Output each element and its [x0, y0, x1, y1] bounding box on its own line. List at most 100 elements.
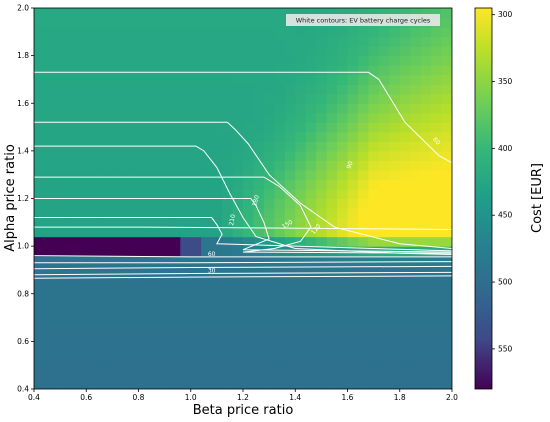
heatmap-cell — [54, 274, 66, 285]
heatmap-cell — [232, 379, 244, 389]
heatmap-cell — [389, 188, 401, 200]
heatmap-cell — [263, 236, 275, 247]
heatmap-cell — [274, 331, 286, 342]
heatmap-cell — [169, 236, 181, 247]
heatmap-cell — [54, 103, 66, 114]
heatmap-cell — [190, 236, 202, 247]
heatmap-cell — [420, 103, 432, 114]
heatmap-cell — [410, 236, 422, 247]
heatmap-cell — [326, 198, 338, 209]
heatmap-cell — [117, 17, 129, 28]
heatmap-cell — [169, 84, 181, 95]
heatmap-cell — [86, 265, 98, 276]
heatmap-cell — [128, 8, 140, 19]
heatmap-cell — [117, 150, 129, 161]
heatmap-cell — [44, 303, 56, 314]
heatmap-cell — [284, 341, 296, 352]
heatmap-cell — [138, 293, 150, 304]
heatmap-cell — [305, 198, 317, 209]
heatmap-cell — [159, 293, 171, 304]
heatmap-cell — [357, 122, 369, 133]
heatmap-cell — [399, 236, 411, 247]
heatmap-cell — [326, 103, 338, 114]
heatmap-cell — [44, 255, 56, 266]
heatmap-cell — [253, 188, 265, 200]
heatmap-cell — [305, 350, 317, 362]
heatmap-cell — [347, 84, 359, 95]
heatmap-cell — [96, 322, 108, 333]
heatmap-cell — [96, 341, 108, 352]
heatmap-cell — [54, 150, 66, 161]
heatmap-cell — [54, 255, 66, 266]
heatmap-cell — [201, 103, 213, 114]
heatmap-cell — [295, 341, 307, 352]
heatmap-cell — [180, 46, 192, 57]
heatmap-cell — [65, 303, 77, 314]
heatmap-cell — [222, 255, 234, 266]
heatmap-cell — [232, 131, 244, 142]
heatmap-cell — [337, 27, 349, 38]
heatmap-cell — [54, 188, 66, 200]
heatmap-cell — [65, 188, 77, 200]
heatmap-cell — [305, 27, 317, 38]
heatmap-cell — [159, 246, 171, 257]
heatmap-cell — [65, 65, 77, 76]
heatmap-cell — [107, 150, 119, 161]
heatmap-cell — [368, 84, 380, 95]
heatmap-cell — [337, 150, 349, 161]
heatmap-cell — [86, 36, 98, 47]
heatmap-cell — [378, 36, 390, 47]
heatmap-cell — [378, 360, 390, 371]
heatmap-cell — [284, 84, 296, 95]
heatmap-cell — [305, 293, 317, 304]
heatmap-cell — [263, 322, 275, 333]
heatmap-cell — [44, 112, 56, 123]
heatmap-cell — [378, 303, 390, 314]
heatmap-cell — [326, 179, 338, 190]
heatmap-cell — [107, 46, 119, 57]
heatmap-cell — [117, 103, 129, 114]
heatmap-cell — [107, 198, 119, 209]
heatmap-cell — [96, 65, 108, 76]
heatmap-cell — [75, 274, 87, 285]
heatmap-cell — [253, 274, 265, 285]
heatmap-cell — [107, 293, 119, 304]
heatmap-cell — [347, 169, 359, 181]
heatmap-cell — [138, 179, 150, 190]
heatmap-cell — [107, 65, 119, 76]
heatmap-cell — [96, 227, 108, 238]
heatmap-cell — [222, 274, 234, 285]
heatmap-cell — [305, 312, 317, 323]
heatmap-cell — [65, 255, 77, 266]
heatmap-cell — [128, 341, 140, 352]
heatmap-cell — [211, 217, 223, 228]
heatmap-cell — [326, 188, 338, 200]
heatmap-cell — [169, 17, 181, 28]
heatmap-cell — [232, 141, 244, 152]
heatmap-cell — [222, 55, 234, 66]
heatmap-cell — [378, 236, 390, 247]
heatmap-cell — [389, 36, 401, 47]
heatmap-cell — [65, 169, 77, 181]
heatmap-cell — [138, 8, 150, 19]
heatmap-cell — [159, 17, 171, 28]
heatmap-cell — [295, 27, 307, 38]
contour-line — [34, 261, 452, 264]
heatmap-cell — [128, 379, 140, 389]
heatmap-cell — [201, 293, 213, 304]
heatmap-cell — [211, 322, 223, 333]
heatmap-cell — [295, 84, 307, 95]
heatmap-cell — [201, 265, 213, 276]
heatmap-cell — [222, 303, 234, 314]
heatmap-cell — [54, 93, 66, 104]
heatmap-cell — [107, 131, 119, 142]
heatmap-cell — [441, 84, 452, 95]
heatmap-cell — [65, 103, 77, 114]
heatmap-cell — [138, 122, 150, 133]
heatmap-cell — [201, 8, 213, 19]
heatmap-cell — [368, 350, 380, 362]
heatmap-cell — [86, 27, 98, 38]
heatmap-cell — [128, 27, 140, 38]
heatmap-cell — [347, 141, 359, 152]
heatmap-cell — [284, 265, 296, 276]
